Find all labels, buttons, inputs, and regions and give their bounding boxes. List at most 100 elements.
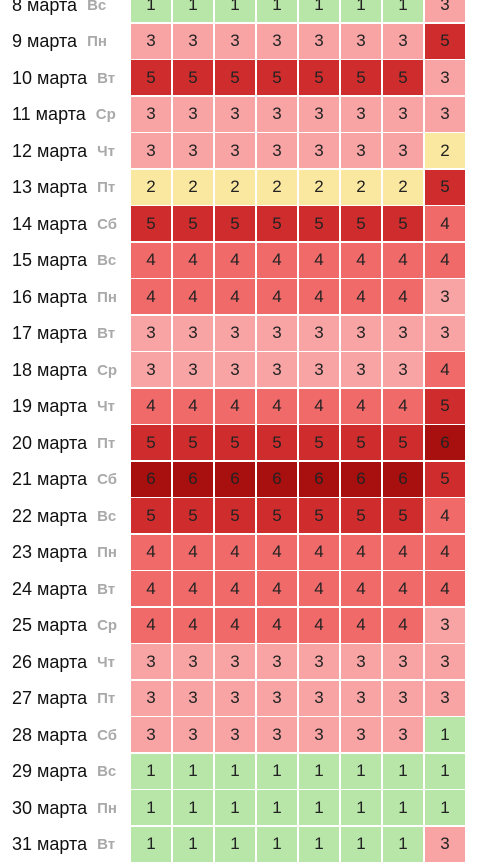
- value-cell: 4: [215, 571, 256, 607]
- value-cell: 4: [173, 534, 214, 571]
- table-row: 20 марта Пт 5 5 5 5 5 5 5 6: [0, 425, 498, 461]
- value-cell: 4: [299, 607, 340, 644]
- value-cell: 3: [131, 680, 172, 717]
- row-label: 31 марта Вт: [12, 827, 130, 863]
- value-cell: 4: [383, 242, 424, 279]
- value-cell: 3: [131, 717, 172, 753]
- value-cell: 4: [341, 607, 382, 644]
- summary-cell: 1: [424, 717, 466, 753]
- table-row: 17 марта Вт 3 3 3 3 3 3 3 3: [0, 315, 498, 352]
- value-cell: 3: [341, 717, 382, 753]
- date-label: 21 марта: [12, 469, 88, 489]
- value-cell: 6: [383, 461, 424, 498]
- date-label: 16 марта: [12, 286, 88, 307]
- value-cell: 3: [215, 96, 256, 133]
- value-cell: 4: [257, 534, 298, 571]
- summary-cell: 4: [424, 498, 466, 534]
- table-row: 18 марта Ср 3 3 3 3 3 3 3 4: [0, 352, 498, 388]
- value-cell: 3: [173, 352, 214, 388]
- value-cell: 1: [131, 790, 172, 826]
- weekday-label: Вс: [97, 252, 117, 269]
- value-cell: 4: [215, 242, 256, 279]
- value-cell: 4: [341, 388, 382, 425]
- date-label: 10 марта: [12, 67, 88, 88]
- value-cell: 5: [131, 498, 172, 534]
- weekday-label: Пн: [97, 799, 117, 817]
- value-cell: 4: [131, 534, 172, 571]
- value-cell: 1: [131, 826, 172, 863]
- row-label: 28 марта Сб: [12, 717, 130, 753]
- value-cell: 1: [173, 790, 214, 826]
- value-cell: 4: [215, 607, 256, 644]
- table-row: 25 марта Ср 4 4 4 4 4 4 4 3: [0, 607, 498, 644]
- value-cell: 3: [215, 680, 256, 717]
- table-row: 30 марта Пн 1 1 1 1 1 1 1 1: [0, 790, 498, 826]
- weekday-label: Вс: [87, 0, 107, 14]
- value-cell: 5: [341, 498, 382, 534]
- row-label: 16 марта Пн: [12, 279, 130, 315]
- value-cell: 5: [215, 206, 256, 242]
- summary-cell: 3: [424, 60, 466, 96]
- value-cell: 3: [131, 644, 172, 680]
- row-label: 14 марта Сб: [12, 206, 130, 242]
- value-cell: 5: [383, 206, 424, 242]
- value-cell: 4: [383, 388, 424, 425]
- row-label: 15 марта Вс: [12, 243, 130, 279]
- row-label: 25 марта Ср: [12, 608, 130, 644]
- row-label: 23 марта Пн: [12, 535, 130, 571]
- row-label: 9 марта Пн: [12, 24, 130, 60]
- value-cell: 4: [131, 571, 172, 607]
- summary-cell: 2: [424, 133, 466, 169]
- summary-cell: 5: [424, 169, 466, 206]
- date-label: 26 марта: [12, 651, 88, 672]
- value-cell: 5: [299, 498, 340, 534]
- value-cell: 6: [173, 461, 214, 498]
- value-cell: 5: [215, 498, 256, 534]
- table-row: 19 марта Чт 4 4 4 4 4 4 4 5: [0, 388, 498, 425]
- value-cell: 6: [299, 461, 340, 498]
- value-cell: 3: [131, 96, 172, 133]
- value-cell: 5: [341, 60, 382, 96]
- value-cell: 3: [299, 644, 340, 680]
- date-label: 12 марта: [12, 140, 88, 161]
- weekday-label: Чт: [97, 142, 115, 160]
- summary-cell: 3: [424, 315, 466, 352]
- value-cell: 5: [383, 60, 424, 96]
- weekday-label: Вт: [97, 69, 116, 87]
- value-cell: 4: [383, 279, 424, 315]
- value-cell: 3: [341, 644, 382, 680]
- value-cell: 5: [173, 60, 214, 96]
- value-cell: 4: [173, 388, 214, 425]
- date-label: 8 марта: [12, 0, 78, 15]
- value-cell: 5: [131, 425, 172, 461]
- value-cell: 3: [299, 315, 340, 352]
- row-label: 13 марта Пт: [12, 170, 130, 206]
- value-cell: 4: [341, 571, 382, 607]
- weekday-label: Сб: [97, 471, 117, 488]
- value-cell: 5: [299, 60, 340, 96]
- value-cell: 3: [257, 96, 298, 133]
- value-cell: 1: [299, 826, 340, 863]
- value-cell: 3: [383, 717, 424, 753]
- value-cell: 3: [383, 352, 424, 388]
- value-cell: 1: [215, 753, 256, 790]
- row-label: 20 марта Пт: [12, 425, 130, 461]
- value-cell: 1: [173, 0, 214, 23]
- value-cell: 5: [131, 206, 172, 242]
- value-cell: 4: [257, 388, 298, 425]
- value-cell: 4: [383, 534, 424, 571]
- row-label: 18 марта Ср: [12, 352, 130, 388]
- value-cell: 1: [383, 826, 424, 863]
- value-cell: 5: [257, 60, 298, 96]
- value-cell: 3: [257, 23, 298, 60]
- value-cell: 4: [341, 279, 382, 315]
- value-cell: 4: [131, 242, 172, 279]
- weekday-label: Пт: [97, 690, 116, 707]
- value-cell: 5: [383, 498, 424, 534]
- summary-cell: 5: [424, 461, 466, 498]
- table-row: 8 марта Вс 1 1 1 1 1 1 1 3: [0, 0, 498, 23]
- value-cell: 3: [383, 644, 424, 680]
- weekday-label: Вт: [97, 580, 116, 598]
- value-cell: 5: [257, 498, 298, 534]
- weekday-label: Ср: [97, 617, 118, 634]
